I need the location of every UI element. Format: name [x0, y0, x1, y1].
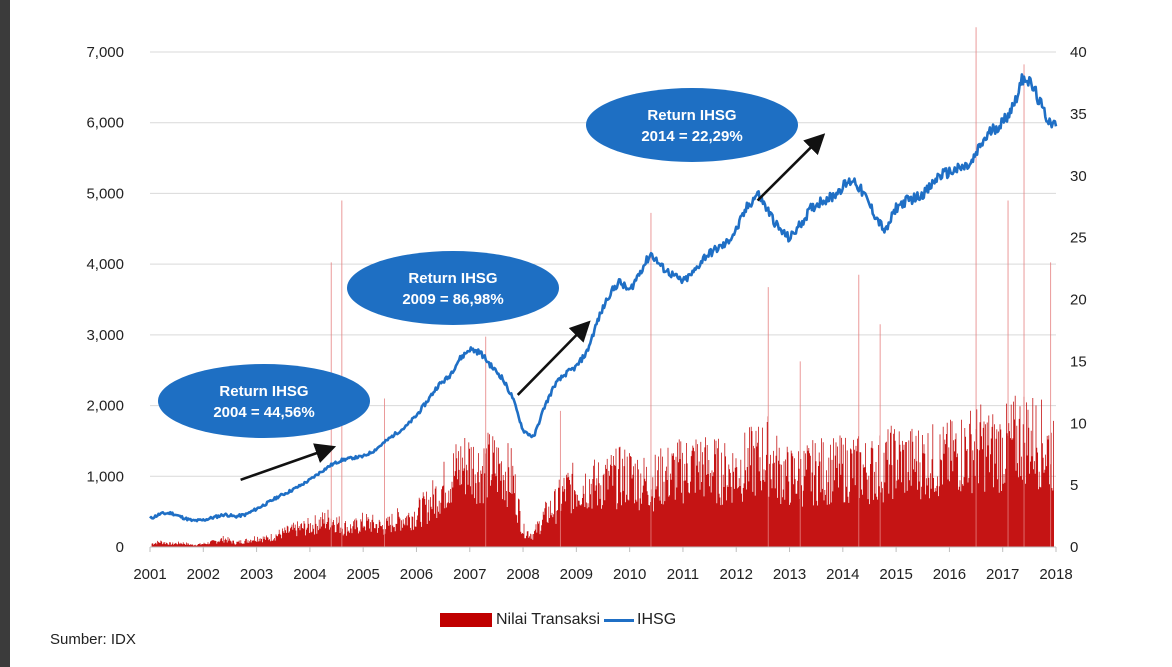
y-tick-label-right: 35	[1070, 106, 1087, 123]
callout-bubble	[158, 364, 370, 438]
x-tick-label: 2002	[187, 566, 220, 583]
x-tick-label: 2009	[560, 566, 593, 583]
transaction-bars	[151, 27, 1054, 547]
x-tick-label: 2015	[879, 566, 912, 583]
x-tick-label: 2003	[240, 566, 273, 583]
trend-arrows	[240, 133, 826, 482]
callout-title: Return IHSG	[408, 270, 497, 287]
y-tick-label-right: 40	[1070, 44, 1087, 61]
callout-title: Return IHSG	[647, 107, 736, 124]
x-tick-label: 2013	[773, 566, 806, 583]
return-callouts: Return IHSG 2004 = 44,56% Return IHSG 2009 …	[158, 88, 798, 438]
ihsg-line-series	[149, 73, 1058, 523]
callout-value: 2004 = 44,56%	[213, 404, 314, 421]
x-tick-label: 2004	[293, 566, 326, 583]
x-tick-label: 2016	[933, 566, 966, 583]
axes: 0 1,000 2,000 3,000 4,000 5,000 6,000 7,000 0 5 10…	[86, 44, 1086, 583]
x-tick-label: 2010	[613, 566, 646, 583]
legend-label-nilai-transaksi: Nilai Transaksi	[496, 611, 601, 628]
y-tick-label-right: 20	[1070, 292, 1087, 309]
y-tick-label-left: 2,000	[86, 398, 124, 415]
legend-swatch-ihsg	[604, 618, 635, 622]
x-tick-label: 2011	[667, 566, 699, 583]
y-tick-label-left: 5,000	[86, 185, 124, 202]
source-note: Sumber: IDX	[50, 631, 136, 648]
x-tick-label: 2008	[506, 566, 539, 583]
ihsg-line	[149, 73, 1058, 523]
x-tick-label: 2017	[986, 566, 1019, 583]
x-tick-label: 2012	[720, 566, 753, 583]
callout-bubble	[347, 251, 559, 325]
x-tick-label: 2007	[453, 566, 486, 583]
x-tick-label: 2005	[346, 566, 379, 583]
callout-bubble	[586, 88, 798, 162]
trend-arrow	[756, 133, 826, 202]
y-tick-label-left: 4,000	[86, 256, 124, 273]
grid-lines	[150, 51, 1056, 477]
return-callout: Return IHSG 2009 = 86,98%	[347, 251, 559, 325]
y-tick-label-right: 10	[1070, 415, 1087, 432]
legend: Nilai Transaksi IHSG	[440, 609, 676, 631]
return-callout: Return IHSG 2014 = 22,29%	[586, 88, 798, 162]
legend-label-ihsg: IHSG	[637, 611, 677, 628]
trend-arrow	[240, 443, 337, 482]
y-tick-label-right: 25	[1070, 230, 1087, 247]
y-tick-label-right: 5	[1070, 477, 1078, 494]
x-tick-label: 2001	[133, 566, 166, 583]
window-frame-left	[0, 0, 10, 667]
y-tick-label-left: 7,000	[86, 44, 124, 61]
y-tick-label-right: 15	[1070, 353, 1087, 370]
callout-value: 2009 = 86,98%	[402, 291, 503, 308]
x-tick-label: 2018	[1039, 566, 1072, 583]
callout-title: Return IHSG	[219, 383, 308, 400]
y-tick-label-right: 30	[1070, 168, 1087, 185]
y-tick-label-left: 6,000	[86, 115, 124, 132]
x-tick-label: 2006	[400, 566, 433, 583]
y-tick-label-left: 1,000	[86, 468, 124, 485]
callout-value: 2014 = 22,29%	[641, 128, 742, 145]
y-tick-label-left: 3,000	[86, 327, 124, 344]
y-tick-label-right: 0	[1070, 539, 1078, 556]
return-callout: Return IHSG 2004 = 44,56%	[158, 364, 370, 438]
x-tick-label: 2014	[826, 566, 859, 583]
y-tick-label-left: 0	[116, 539, 124, 556]
legend-swatch-nilai-transaksi	[440, 613, 492, 627]
transaction-bar-bundle	[151, 395, 1054, 547]
trend-arrow	[516, 320, 591, 396]
